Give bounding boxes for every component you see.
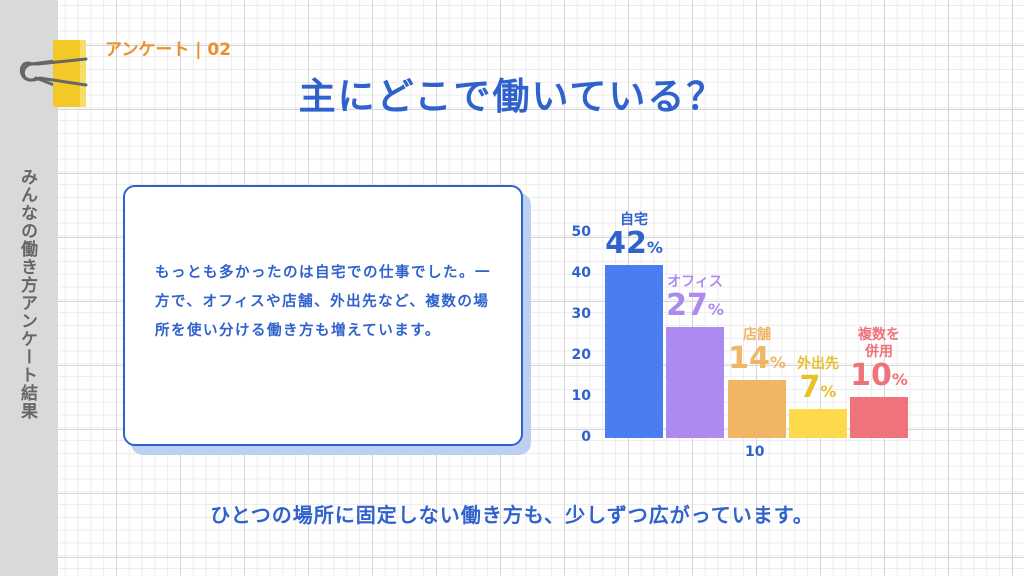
survey-tag: アンケート | 02 [105, 40, 232, 60]
bar-3 [789, 409, 847, 438]
x-axis-label: 10 [745, 444, 765, 460]
binder-clip [53, 40, 86, 107]
y-tick: 0 [581, 429, 591, 445]
bar-2 [728, 380, 786, 438]
y-tick: 40 [571, 265, 591, 281]
bar-0 [605, 264, 663, 438]
summary-text: もっとも多かったのは自宅での仕事でした。一方で、オフィスや店舗、外出先など、複数… [155, 265, 491, 339]
sidebar-title: みんなの働き方アンケート結果 [17, 168, 37, 420]
y-tick: 50 [571, 224, 591, 240]
bar-label: 外出先 7% [797, 356, 839, 406]
summary-card: もっとも多かったのは自宅での仕事でした。一方で、オフィスや店舗、外出先など、複数… [123, 185, 523, 446]
y-tick: 10 [571, 388, 591, 404]
y-tick: 20 [571, 347, 591, 363]
sidebar: みんなの働き方アンケート結果 [0, 0, 58, 576]
bar-4 [850, 396, 908, 438]
bar-label: 複数を 併用 10% [850, 326, 908, 393]
y-tick: 30 [571, 306, 591, 322]
bar-label: オフィス 27% [666, 273, 724, 323]
bar-label: 店舗 14% [728, 327, 786, 377]
bar-label: 自宅 42% [605, 211, 663, 261]
page-title: 主にどこで働いている？ [298, 75, 726, 118]
bar-1 [666, 326, 724, 438]
binder-clip-wire-icon [21, 57, 88, 87]
footer-message: ひとつの場所に固定しない働き方も、少しずつ広がっています。 [210, 503, 814, 527]
